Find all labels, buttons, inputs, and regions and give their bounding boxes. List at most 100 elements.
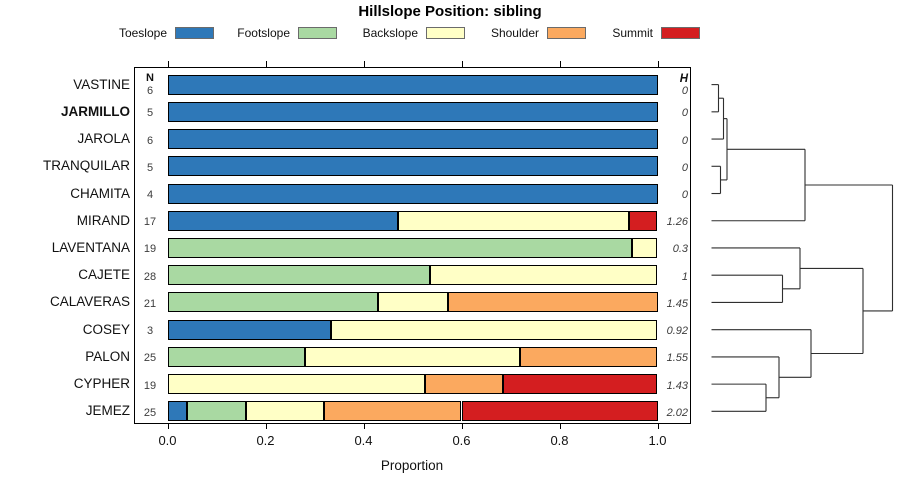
bar-segment-shoulder bbox=[447, 292, 658, 313]
row-label-mirand: MIRAND bbox=[76, 212, 130, 228]
n-value: 6 bbox=[146, 85, 154, 98]
h-value: 2.02 bbox=[666, 406, 688, 419]
bar-segment-summit bbox=[502, 374, 658, 395]
bar-segment-summit bbox=[628, 210, 658, 231]
h-value: 0.3 bbox=[672, 243, 688, 256]
bar-segment-shoulder bbox=[520, 346, 658, 367]
legend-label-backslope: Backslope bbox=[362, 26, 418, 40]
x-tick-top bbox=[265, 60, 267, 67]
legend-label-summit: Summit bbox=[612, 26, 653, 40]
row-label-palon: PALON bbox=[85, 348, 130, 364]
x-tick-bottom bbox=[167, 422, 169, 429]
row-label-cosey: COSEY bbox=[82, 321, 130, 337]
row-label-jarmillo: JARMILLO bbox=[61, 103, 130, 119]
legend-swatch-summit bbox=[661, 27, 700, 39]
x-tick-bottom bbox=[461, 422, 463, 429]
n-value: 6 bbox=[146, 134, 154, 147]
bar-segment-footslope bbox=[167, 292, 378, 313]
bar-segment-toeslope bbox=[167, 101, 658, 122]
row-label-chamita: CHAMITA bbox=[70, 185, 130, 201]
legend-swatch-footslope bbox=[298, 27, 337, 39]
bar-segment-footslope bbox=[187, 401, 246, 422]
row-label-jarola: JAROLA bbox=[77, 131, 130, 147]
x-tick-bottom bbox=[657, 422, 659, 429]
x-tick-label: 0.0 bbox=[158, 432, 177, 448]
n-value: 25 bbox=[143, 352, 157, 365]
x-tick-top bbox=[363, 60, 365, 67]
n-column-header: N bbox=[146, 72, 154, 84]
h-value: 0 bbox=[681, 161, 688, 174]
bar-segment-backslope bbox=[398, 210, 629, 231]
bar-segment-footslope bbox=[167, 346, 305, 367]
legend-swatch-toeslope bbox=[175, 27, 214, 39]
x-tick-top bbox=[657, 60, 659, 67]
h-value: 0 bbox=[681, 134, 688, 147]
x-tick-bottom bbox=[559, 422, 561, 429]
n-value: 3 bbox=[146, 325, 154, 338]
row-label-cajete: CAJETE bbox=[78, 267, 130, 283]
row-label-tranquilar: TRANQUILAR bbox=[42, 158, 130, 174]
legend: Toeslope Footslope Backslope Shoulder Summit bbox=[0, 0, 900, 46]
bar-segment-backslope bbox=[245, 401, 325, 422]
n-value: 5 bbox=[146, 107, 154, 120]
n-value: 21 bbox=[143, 297, 157, 310]
row-label-laventana: LAVENTANA bbox=[51, 239, 130, 255]
h-value: 0 bbox=[681, 107, 688, 120]
x-tick-label: 0.4 bbox=[354, 432, 373, 448]
n-value: 25 bbox=[143, 406, 157, 419]
row-label-cypher: CYPHER bbox=[73, 376, 130, 392]
bar-segment-footslope bbox=[167, 265, 430, 286]
h-value: 0 bbox=[681, 85, 688, 98]
h-value: 1.55 bbox=[666, 352, 688, 365]
bar-segment-toeslope bbox=[167, 401, 188, 422]
x-tick-top bbox=[461, 60, 463, 67]
row-label-vastine: VASTINE bbox=[73, 76, 130, 92]
bar-segment-backslope bbox=[631, 237, 658, 258]
bar-segment-backslope bbox=[330, 319, 658, 340]
legend-label-shoulder: Shoulder bbox=[490, 26, 539, 40]
h-column-header: H bbox=[679, 73, 688, 85]
bar-segment-toeslope bbox=[167, 210, 399, 231]
row-label-jemez: JEMEZ bbox=[85, 403, 130, 419]
x-tick-bottom bbox=[363, 422, 365, 429]
h-value: 0.92 bbox=[666, 325, 688, 338]
x-tick-bottom bbox=[265, 422, 267, 429]
h-value: 1.43 bbox=[666, 379, 688, 392]
x-tick-label: 1.0 bbox=[648, 432, 667, 448]
bar-segment-toeslope bbox=[167, 319, 331, 340]
chart-title: Hillslope Position: sibling bbox=[358, 3, 542, 20]
x-tick-label: 0.6 bbox=[452, 432, 471, 448]
bar-segment-toeslope bbox=[167, 129, 658, 150]
n-value: 4 bbox=[146, 189, 154, 202]
bar-segment-shoulder bbox=[425, 374, 503, 395]
x-tick-label: 0.8 bbox=[550, 432, 569, 448]
row-label-calaveras: CALAVERAS bbox=[49, 294, 130, 310]
bar-segment-toeslope bbox=[167, 156, 658, 177]
n-value: 17 bbox=[143, 216, 157, 229]
x-tick-top bbox=[559, 60, 561, 67]
bar-segment-footslope bbox=[167, 237, 632, 258]
n-value: 19 bbox=[143, 379, 157, 392]
x-tick-top bbox=[167, 60, 169, 67]
legend-label-toeslope: Toeslope bbox=[118, 26, 167, 40]
x-axis-title: Proportion bbox=[380, 458, 444, 473]
bar-segment-backslope bbox=[429, 265, 658, 286]
x-tick-label: 0.2 bbox=[256, 432, 275, 448]
bar-segment-toeslope bbox=[167, 74, 658, 95]
n-value: 28 bbox=[143, 270, 157, 283]
h-value: 1.26 bbox=[666, 216, 688, 229]
bar-segment-summit bbox=[461, 401, 658, 422]
legend-swatch-backslope bbox=[426, 27, 465, 39]
h-value: 1.45 bbox=[666, 297, 688, 310]
n-value: 19 bbox=[143, 243, 157, 256]
h-value: 0 bbox=[681, 189, 688, 202]
h-value: 1 bbox=[681, 270, 688, 283]
legend-swatch-shoulder bbox=[547, 27, 586, 39]
legend-label-footslope: Footslope bbox=[237, 26, 290, 40]
n-value: 5 bbox=[146, 161, 154, 174]
bar-segment-backslope bbox=[377, 292, 448, 313]
bar-segment-shoulder bbox=[324, 401, 462, 422]
